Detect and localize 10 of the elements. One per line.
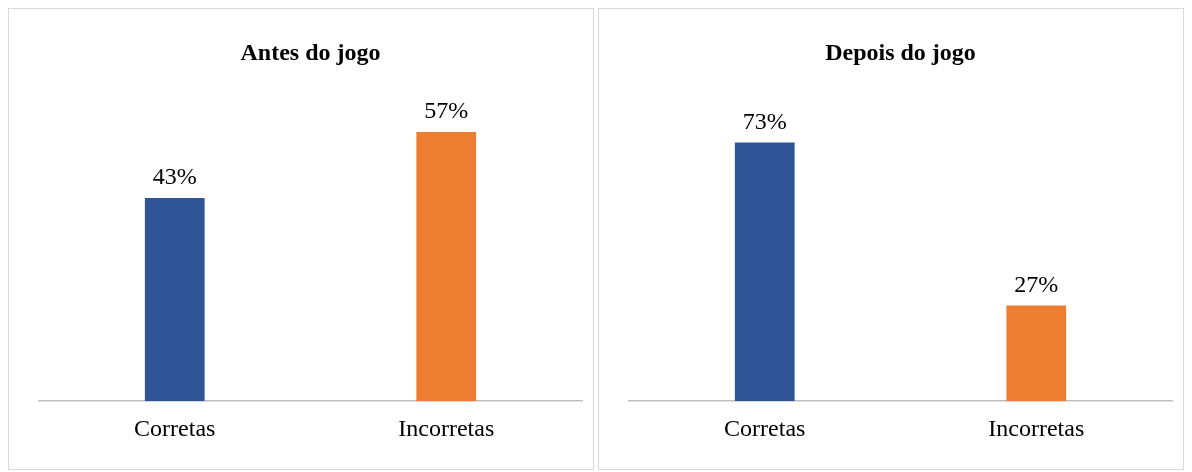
data-label: 73% <box>742 107 787 134</box>
chart-title: Depois do jogo <box>825 38 976 65</box>
chart-title: Antes do jogo <box>240 38 381 65</box>
data-label: 43% <box>152 163 197 190</box>
data-label: 27% <box>1014 270 1059 297</box>
x-tick-label: Corretas <box>724 414 806 441</box>
x-tick-label: Incorretas <box>988 414 1085 441</box>
x-tick-label: Incorretas <box>398 414 495 441</box>
data-label: 57% <box>424 97 469 124</box>
x-tick-label: Corretas <box>134 414 216 441</box>
